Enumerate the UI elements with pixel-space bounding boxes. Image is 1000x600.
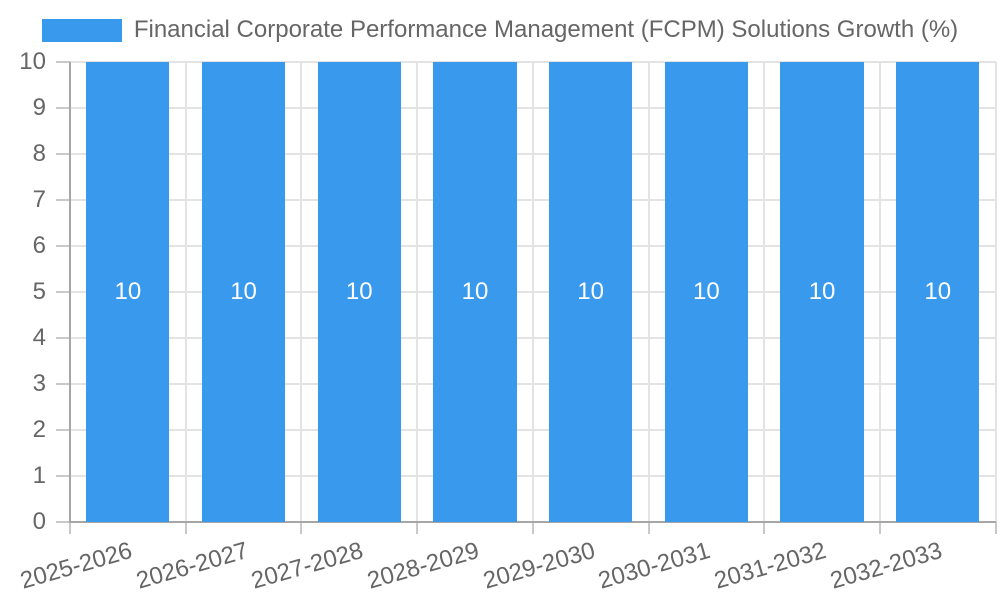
bar-2030-2031: 10 [664, 62, 748, 522]
y-axis-label: 1 [32, 462, 46, 489]
y-axis-label: 8 [32, 140, 46, 167]
x-axis-tick [994, 522, 997, 534]
x-axis-tick [69, 522, 71, 534]
x-gridline [878, 62, 881, 522]
y-axis-tick [56, 337, 70, 339]
x-axis-tick [184, 522, 187, 534]
bar-2028-2029: 10 [433, 62, 517, 522]
y-axis-tick [56, 383, 70, 385]
bar-value-label: 10 [692, 278, 720, 305]
bar-value-label: 10 [461, 278, 489, 305]
x-axis-tick [878, 522, 881, 534]
y-axis-label: 4 [32, 324, 46, 351]
x-axis-line [70, 521, 996, 523]
bar-value-label: 10 [577, 278, 604, 305]
y-axis-tick [56, 429, 70, 431]
y-axis-tick [56, 107, 70, 109]
x-gridline [994, 62, 997, 522]
y-axis-label: 2 [32, 416, 46, 443]
bar-value-label: 10 [345, 278, 373, 305]
y-axis-tick [56, 153, 70, 155]
y-axis-label: 9 [32, 94, 46, 121]
y-axis-label: 6 [32, 232, 46, 259]
bar-2032-2033: 10 [896, 62, 980, 522]
bar-value-label: 10 [924, 278, 952, 305]
bar-value-label: 10 [808, 278, 836, 305]
x-gridline [531, 62, 534, 522]
x-axis-tick [647, 522, 650, 534]
y-axis-line [69, 62, 71, 523]
y-axis-label: 7 [32, 186, 46, 213]
x-gridline [647, 62, 650, 522]
x-gridline [763, 62, 766, 522]
y-axis-tick [56, 475, 70, 477]
bar-2031-2032: 10 [780, 62, 864, 522]
bar-2027-2028: 10 [317, 62, 401, 522]
y-axis-label: 3 [32, 370, 46, 397]
legend-item[interactable]: Financial Corporate Performance Manageme… [41, 16, 959, 44]
y-axis-tick [56, 199, 70, 201]
chart-title: Financial Corporate Performance Manageme… [133, 16, 959, 43]
legend-color-swatch [41, 18, 122, 42]
x-axis-tick [300, 522, 303, 534]
x-gridline [416, 62, 419, 522]
bar-2029-2030: 10 [548, 62, 633, 522]
y-axis-label: 10 [19, 48, 46, 75]
y-axis-tick [56, 61, 70, 63]
bar-value-label: 10 [230, 278, 257, 305]
legend: Financial Corporate Performance Manageme… [0, 16, 1000, 44]
y-axis-label: 0 [32, 508, 46, 535]
y-axis-tick [56, 521, 70, 523]
x-gridline [184, 62, 187, 522]
bar-2026-2027: 10 [201, 62, 286, 522]
y-axis-label: 5 [32, 278, 46, 305]
y-axis-tick [56, 291, 70, 293]
x-gridline [300, 62, 303, 522]
x-axis-tick [763, 522, 766, 534]
bar-value-label: 10 [114, 278, 142, 305]
x-axis-tick [416, 522, 419, 534]
x-axis-tick [531, 522, 534, 534]
bar-2025-2026: 10 [86, 62, 170, 522]
y-axis-tick [56, 245, 70, 247]
